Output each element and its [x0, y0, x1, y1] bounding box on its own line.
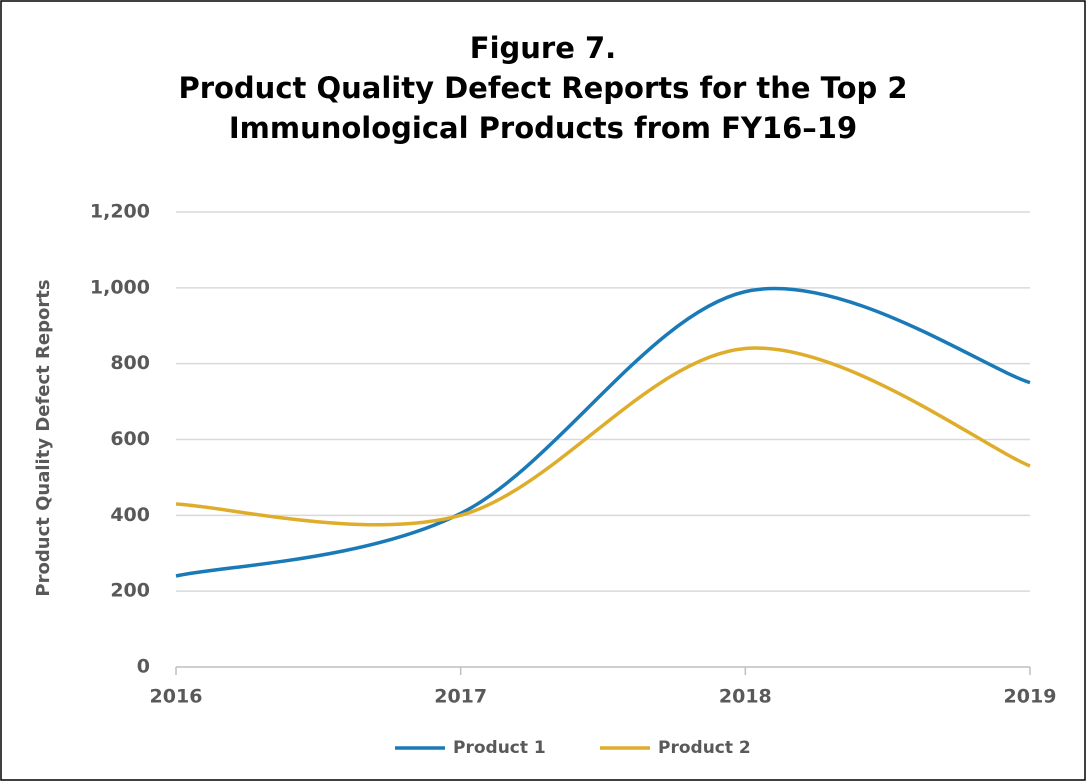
y-tick-label: 400 [110, 504, 150, 526]
line-series [175, 346, 1031, 527]
y-tick-label: 0 [137, 656, 150, 678]
x-tick-label: 2019 [1004, 686, 1057, 708]
x-tick-label: 2016 [150, 686, 203, 708]
y-tick-label: 1,200 [90, 201, 150, 223]
y-tick-label: 600 [110, 428, 150, 450]
chart-title: Immunological Products from FY16–19 [229, 111, 857, 145]
x-tick-label: 2018 [719, 686, 772, 708]
legend-label: Product 2 [658, 738, 751, 758]
x-tick-label: 2017 [434, 686, 487, 708]
legend-label: Product 1 [453, 738, 546, 758]
y-axis-label: Product Quality Defect Reports [33, 279, 54, 596]
chart-title: Figure 7. [470, 31, 616, 65]
chart-title: Product Quality Defect Reports for the T… [178, 71, 907, 105]
y-tick-label: 200 [110, 580, 150, 602]
y-tick-label: 800 [110, 352, 150, 374]
y-tick-label: 1,000 [90, 276, 150, 298]
line-series [175, 286, 1031, 578]
